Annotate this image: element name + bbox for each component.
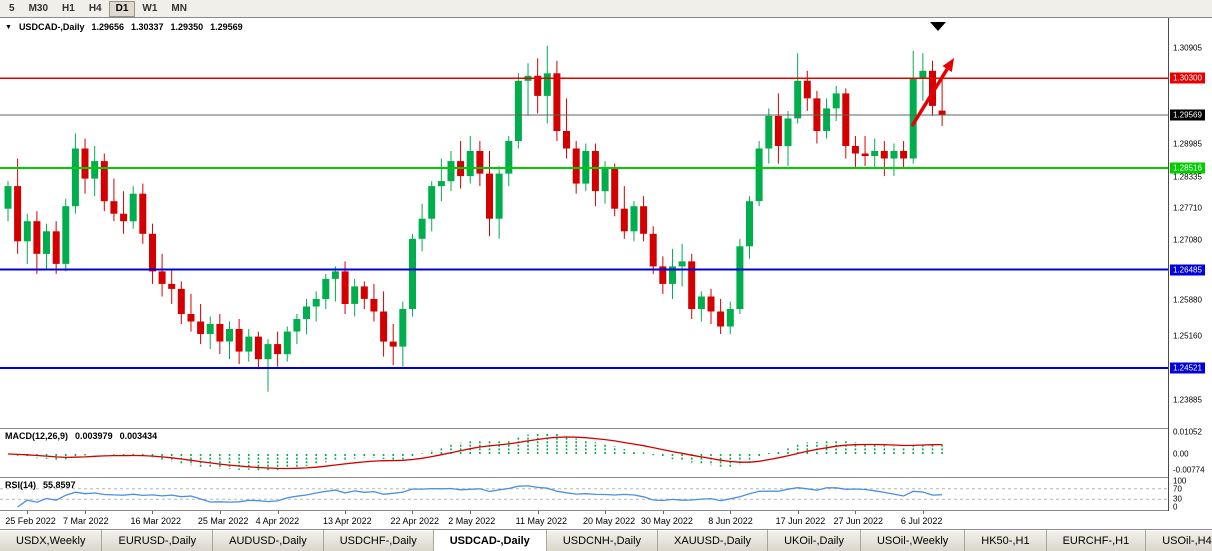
date-label: 2 May 2022 [448,516,496,526]
date-label: 25 Feb 2022 [5,516,56,526]
current-price-badge: 1.29569 [1170,109,1205,121]
candlestick-chart[interactable] [0,18,1168,428]
timeframe-button-h1[interactable]: H1 [62,2,75,14]
price-scale-label: 1.25880 [1173,295,1202,305]
macd-main-value: 0.003979 [75,431,113,441]
rsi-scale-label: 70 [1173,484,1182,494]
time-axis[interactable]: 25 Feb 2022 7 Mar 2022 16 Mar 2022 25 Mar 2… [0,511,1212,529]
level-price-badge: 1.30300 [1170,72,1205,84]
date-label: 20 May 2022 [583,516,636,526]
ohlc-low: 1.29350 [170,22,204,32]
timeframe-button-h4[interactable]: H4 [88,2,102,14]
rsi-scale-label: 100 [1173,476,1187,486]
date-label: 4 Apr 2022 [255,516,300,526]
date-label: 27 Jun 2022 [833,516,883,526]
macd-scale-label: -0.00774 [1173,465,1205,475]
timeframe-button-m30[interactable]: M30 [28,2,49,14]
timeframe-button-5[interactable]: 5 [9,2,15,14]
rsi-scale-label: 0 [1173,502,1178,512]
panel-separator [0,510,1212,511]
chart-tab-audusd-daily[interactable]: AUDUSD-,Daily [213,530,324,551]
chart-title: ▼ USDCAD-,Daily 1.29656 1.30337 1.29350 … [5,22,243,32]
chart-tab-xauusd-daily[interactable]: XAUUSD-,Daily [658,530,769,551]
chart-tab-eurusd-daily[interactable]: EURUSD-,Daily [102,530,214,551]
price-scale-label: 1.28985 [1173,139,1202,149]
chart-tab-usdcad-daily[interactable]: USDCAD-,Daily [433,530,547,551]
chart-tab-usdchf-daily[interactable]: USDCHF-,Daily [323,530,434,551]
time-axis-tick [605,511,607,514]
time-axis-tick [277,511,279,514]
rsi-indicator-chart[interactable] [0,478,1168,510]
ohlc-high: 1.30337 [131,22,164,32]
time-axis-tick [662,511,664,514]
chart-tab-hk50-h1[interactable]: HK50-,H1 [965,530,1047,551]
time-axis-tick [152,511,154,514]
date-label: 8 Jun 2022 [708,516,753,526]
date-label: 17 Jun 2022 [775,516,826,526]
chart-shift-marker-icon [930,22,946,31]
price-scale[interactable]: 1.30905 1.28985 1.28335 1.27710 1.27080 1.258… [1168,18,1212,512]
price-scale-label: 1.23885 [1173,395,1202,405]
rsi-name: RSI(14) [5,480,37,490]
chart-symbol-label: USDCAD-,Daily [18,22,85,32]
date-label: 13 Apr 2022 [323,516,372,526]
time-axis-tick [85,511,87,514]
time-axis-tick [470,511,472,514]
price-scale-label: 1.27710 [1173,203,1202,213]
timeframe-button-w1[interactable]: W1 [142,2,158,14]
time-axis-tick [412,511,414,514]
time-axis-tick [219,511,221,514]
time-axis-tick [855,511,857,514]
date-label: 6 Jul 2022 [900,516,943,526]
price-scale-label: 1.27080 [1173,235,1202,245]
trend-arrow-head-icon [942,58,954,72]
time-axis-tick [345,511,347,514]
price-scale-label: 1.28335 [1173,172,1202,182]
chart-tab-usoil-h4[interactable]: USOil-,H4 [1146,530,1212,551]
time-axis-tick [27,511,29,514]
rsi-label: RSI(14) 55.8597 [5,480,76,490]
panel-separator [0,477,1212,478]
date-label: 25 Mar 2022 [197,516,249,526]
chart-tab-bar: USDX,Weekly EURUSD-,Daily AUDUSD-,Daily USD… [0,529,1212,551]
macd-indicator-chart[interactable] [0,429,1168,477]
rsi-value: 55.8597 [43,480,76,490]
time-axis-tick [730,511,732,514]
timeframe-toolbar: 5 M30 H1 H4 D1 W1 MN [0,0,1212,18]
rsi-scale-label: 30 [1173,494,1182,504]
chart-tab-usdx-weekly[interactable]: USDX,Weekly [0,530,103,551]
date-label: 22 Apr 2022 [390,516,439,526]
ohlc-open: 1.29656 [91,22,124,32]
time-axis-tick [797,511,799,514]
chart-tab-eurchf-h1[interactable]: EURCHF-,H1 [1046,530,1147,551]
level-price-badge: 1.26485 [1170,264,1205,276]
panel-separator [0,428,1212,429]
time-axis-tick [922,511,924,514]
timeframe-button-d1[interactable]: D1 [108,0,136,17]
date-label: 7 Mar 2022 [63,516,109,526]
date-label: 11 May 2022 [515,516,568,526]
ohlc-close: 1.29569 [210,22,243,32]
macd-label: MACD(12,26,9) 0.003979 0.003434 [5,431,157,441]
chart-tab-ukoil-daily[interactable]: UKOil-,Daily [768,530,861,551]
macd-scale-label: 0.00 [1173,449,1189,459]
chart-tab-usoil-weekly[interactable]: USOil-,Weekly [860,530,966,551]
date-label: 30 May 2022 [640,516,693,526]
price-scale-label: 1.30905 [1173,43,1202,53]
one-click-trading-arrow-icon[interactable]: ▼ [5,23,12,31]
date-label: 16 Mar 2022 [130,516,181,526]
macd-scale-label: 0.01052 [1173,427,1202,437]
time-axis-tick [537,511,539,514]
price-scale-label: 1.25160 [1173,331,1202,341]
macd-signal-value: 0.003434 [119,431,158,441]
macd-name: MACD(12,26,9) [5,431,69,441]
trend-arrow-annotation [910,68,949,127]
level-price-badge: 1.24521 [1170,362,1205,374]
level-price-badge: 1.28516 [1170,162,1205,174]
timeframe-button-mn[interactable]: MN [171,2,187,14]
chart-tab-usdcnh-daily[interactable]: USDCNH-,Daily [546,530,659,551]
